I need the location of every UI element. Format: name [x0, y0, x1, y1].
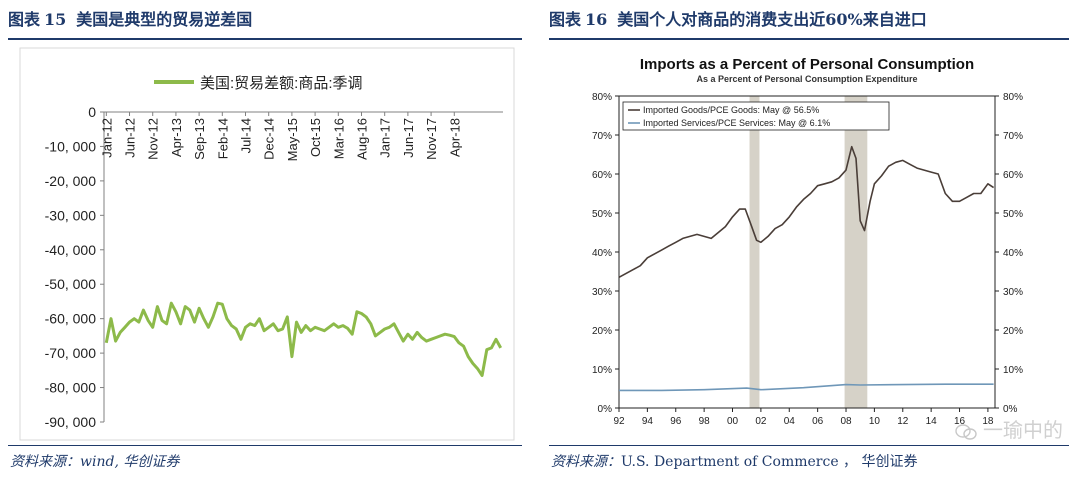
x-tick-label: 00: [727, 416, 739, 427]
y-tick-label: -20, 000: [45, 173, 97, 189]
x-tick-label: Apr-13: [169, 118, 184, 157]
figure-15-source-label: 资料来源：: [10, 454, 80, 470]
legend-label-services: Imported Services/PCE Services: May @ 6.…: [643, 118, 830, 128]
x-tick-label: 12: [897, 416, 909, 427]
x-tick-label: 10: [869, 416, 881, 427]
recession-band: [749, 96, 760, 408]
figure-16-source-label: 资料来源：: [551, 454, 621, 470]
x-tick-label: 02: [755, 416, 767, 427]
y-tick-label-right: 60%: [1003, 170, 1023, 181]
figure-16-label: 图表: [549, 10, 582, 29]
figure-16: 图表 16 美国个人对商品的消费支出近60%来自进口 Imports as a Pe…: [549, 0, 1069, 478]
watermark-text: 一瑜中的: [983, 418, 1063, 442]
figure-15-source: 资料来源：wind, 华创证券: [10, 451, 179, 471]
x-tick-label: May-15: [285, 118, 300, 161]
y-tick-label-left: 30%: [592, 287, 612, 298]
y-tick-label-right: 30%: [1003, 287, 1023, 298]
wechat-icon: [954, 423, 977, 440]
chart-frame: [19, 47, 515, 441]
plot-frame: [618, 95, 996, 409]
y-tick-label-right: 20%: [1003, 326, 1023, 337]
y-tick-label: 0: [88, 104, 96, 120]
y-tick-label: -60, 000: [45, 311, 97, 327]
series-line-imported-services: [619, 383, 994, 392]
y-tick-label-left: 20%: [592, 326, 612, 337]
x-tick-label: Feb-14: [215, 118, 230, 159]
figure-16-top-rule: [549, 38, 1069, 40]
figure-16-bottom-rule: [549, 445, 1069, 446]
x-tick-label: 04: [784, 416, 796, 427]
x-tick-label: Jan-17: [378, 118, 393, 158]
figure-15-heading: 美国是典型的贸易逆差国: [76, 10, 253, 29]
x-tick-label: 96: [670, 416, 682, 427]
chart-title: Imports as a Percent of Personal Consump…: [640, 56, 974, 73]
figure-15-title: 图表 15 美国是典型的贸易逆差国: [8, 6, 252, 30]
figure-15-number: 15: [44, 10, 67, 29]
x-tick-label: 16: [954, 416, 966, 427]
x-tick-label: 92: [613, 416, 625, 427]
legend: 美国:贸易差额:商品:季调: [154, 75, 363, 92]
figure-16-number: 16: [585, 10, 608, 29]
y-tick-label-left: 50%: [592, 209, 612, 220]
x-tick-label: Jun-17: [401, 118, 416, 158]
legend: Imported Goods/PCE Goods: May @ 56.5% Imp…: [622, 101, 890, 131]
y-tick-label: -50, 000: [45, 276, 97, 292]
y-tick-label-right: 50%: [1003, 209, 1023, 220]
x-tick-label: 18: [982, 416, 994, 427]
y-tick-label: -80, 000: [45, 380, 97, 396]
chart-subtitle: As a Percent of Personal Consumption Exp…: [696, 74, 917, 84]
x-tick-label: Mar-16: [331, 118, 346, 159]
x-tick-label: Sep-13: [192, 118, 207, 160]
y-tick-label-left: 80%: [592, 92, 612, 103]
figure-15-label: 图表: [8, 10, 41, 29]
y-tick-label-right: 0%: [1003, 404, 1018, 415]
x-tick-label: Jul-14: [239, 118, 254, 153]
figure-16-heading: 美国个人对商品的消费支出近60%来自进口: [617, 10, 927, 29]
figure-15-top-rule: [8, 38, 522, 40]
x-tick-label: 98: [699, 416, 711, 427]
x-tick-label: Oct-15: [308, 118, 323, 157]
x-tick-label: Dec-14: [262, 118, 277, 160]
y-tick-label-left: 40%: [592, 248, 612, 259]
y-tick-label-right: 80%: [1003, 92, 1023, 103]
y-tick-label: -30, 000: [45, 207, 97, 223]
figure-15: 图表 15 美国是典型的贸易逆差国 美国:贸易差额:商品:季调 0 -10, 000 -2…: [8, 0, 522, 478]
y-tick-label: -70, 000: [45, 345, 97, 361]
trade-balance-chart: 美国:贸易差额:商品:季调 0 -10, 000 -20, 000 -30, 000 -4…: [19, 47, 515, 441]
x-tick-label: Aug-16: [354, 118, 369, 160]
y-tick-label-left: 70%: [592, 131, 612, 142]
recession-band: [844, 96, 868, 408]
x-tick-label: 06: [812, 416, 824, 427]
y-tick-label: -90, 000: [45, 414, 97, 430]
figure-15-source-text: wind, 华创证券: [80, 454, 180, 470]
y-tick-label: -10, 000: [45, 138, 97, 154]
legend-label: 美国:贸易差额:商品:季调: [200, 75, 363, 92]
x-tick-label: Nov-12: [146, 118, 161, 160]
figure-16-source: 资料来源：U.S. Department of Commerce ， 华创证券: [551, 451, 918, 471]
series-line-trade-balance: [104, 301, 503, 377]
y-tick-label-left: 0%: [598, 404, 613, 415]
figure-15-bottom-rule: [8, 445, 522, 446]
x-tick-label: 08: [840, 416, 852, 427]
legend-label-goods: Imported Goods/PCE Goods: May @ 56.5%: [643, 105, 819, 115]
watermark: 一瑜中的: [954, 414, 1063, 443]
x-tick-label: Jan-12: [99, 118, 114, 158]
y-tick-label-left: 60%: [592, 170, 612, 181]
x-tick-label: 94: [642, 416, 654, 427]
imports-pce-chart: Imports as a Percent of Personal Consump…: [592, 56, 1023, 427]
legend-box: [622, 101, 890, 131]
y-tick-label-right: 40%: [1003, 248, 1023, 259]
y-tick-label: -40, 000: [45, 242, 97, 258]
y-tick-label-left: 10%: [592, 365, 612, 376]
y-tick-label-right: 70%: [1003, 131, 1023, 142]
x-tick-label: 14: [926, 416, 938, 427]
x-tick-label: Nov-17: [424, 118, 439, 160]
series-line-imported-goods: [618, 145, 995, 279]
x-tick-label: Apr-18: [447, 118, 462, 157]
figure-16-title: 图表 16 美国个人对商品的消费支出近60%来自进口: [549, 6, 927, 30]
figure-16-source-text: U.S. Department of Commerce ， 华创证券: [621, 454, 918, 470]
x-tick-label: Jun-12: [123, 118, 138, 158]
y-tick-label-right: 10%: [1003, 365, 1023, 376]
